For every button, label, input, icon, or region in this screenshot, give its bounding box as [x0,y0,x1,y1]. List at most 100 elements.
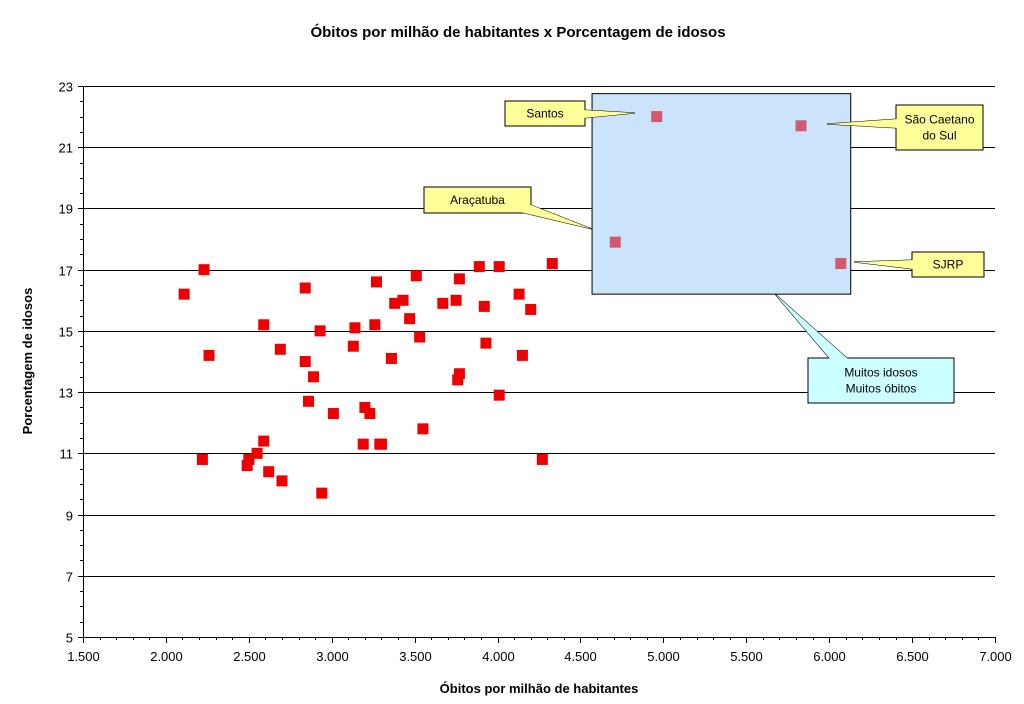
y-tick-label: 5 [66,631,73,646]
data-point [513,288,525,300]
data-point [357,438,369,450]
callout-santos: Santos [504,100,636,127]
y-tick-label: 7 [66,570,73,585]
callout-muitos-pointer-fill [775,294,848,359]
data-point [314,325,326,337]
y-tick-label: 21 [59,141,73,156]
x-tick-label: 3.500 [399,649,432,664]
data-point [375,438,387,450]
callout-muitos: Muitos idosos Muitos óbitos [774,293,955,404]
data-point [347,340,359,352]
x-tick-label: 2.500 [233,649,266,664]
data-point [196,453,208,465]
highlight-region-layer [591,93,852,295]
data-point [243,453,255,465]
data-point [453,273,465,285]
callout-muitos-box [807,357,955,404]
x-tick-label: 6.500 [896,649,929,664]
data-point [516,349,528,361]
data-point [417,423,429,435]
data-point [493,261,505,273]
y-tick-label: 23 [59,80,73,95]
data-point [327,408,339,420]
axes: 5 7 9 11 13 15 17 19 21 23 1.500 2.000 2.500 3.000 3.5… [59,80,1012,665]
data-point [251,447,263,459]
x-tick-label: 4.000 [482,649,515,664]
data-point [480,337,492,349]
data-point [263,466,275,478]
callout-aracatuba-pointer-fill [520,205,592,229]
data-point [316,487,328,499]
callout-sjrp: SJRP [853,251,985,278]
data-point [397,294,409,306]
data-point [536,453,548,465]
data-point [178,288,190,300]
callout-muitos-text: Muitos idosos [844,366,917,380]
data-point [525,303,537,315]
data-point [349,322,361,334]
y-tick-label: 19 [59,202,73,217]
x-tick-label: 6.000 [813,649,846,664]
callout-sao-caetano-box [895,104,984,151]
y-tick-label: 15 [59,325,73,340]
data-point [369,319,381,331]
y-tick-label: 11 [60,447,74,462]
y-tick-label: 17 [59,264,73,279]
data-point [241,460,253,472]
data-point [198,264,210,276]
highlighted-data-point [795,120,807,132]
data-point [299,356,311,367]
data-point [370,276,382,288]
callout-sjrp-text: SJRP [933,258,964,272]
data-point [478,300,490,312]
data-points [178,111,847,499]
x-tick-label: 7.000 [979,649,1012,664]
callout-sao-caetano-text: do Sul [922,129,956,143]
data-point [385,352,397,364]
callout-santos-pointer-fill [584,110,635,118]
data-point [546,258,558,270]
highlighted-data-point [609,236,621,248]
data-point [404,313,416,325]
callout-aracatuba-box [423,186,532,214]
data-point [410,270,422,282]
data-point [307,371,319,383]
data-point [452,374,464,386]
data-point [364,408,376,420]
callout-aracatuba: Araçatuba [423,186,593,230]
data-point [303,395,315,407]
data-point [299,282,311,294]
callout-santos-box [504,100,586,127]
callout-sjrp-box [911,251,985,278]
y-tick-label: 9 [66,509,73,524]
x-tick-label: 2.000 [150,649,183,664]
data-point [473,261,485,273]
y-axis-title: Porcentagem de idosos [20,288,35,435]
callout-sjrp-pointer-fill [854,260,913,269]
callout-aracatuba-text: Araçatuba [450,193,505,207]
callout-sao-caetano-text: São Caetano [904,113,974,127]
callouts: Santos São Caetano do Sul Araçatuba SJRP Muit… [423,100,985,404]
data-point [389,297,401,309]
data-point [359,401,371,413]
callout-santos-text: Santos [526,107,563,121]
data-point [258,319,270,331]
highlighted-data-point [651,111,663,123]
callout-muitos-text: Muitos óbitos [846,382,917,396]
highlighted-data-point [835,258,847,270]
chart-title: Óbitos por milhão de habitantes x Porcen… [310,23,725,41]
data-point [276,475,288,487]
data-point [274,343,286,355]
x-axis-title: Óbitos por milhão de habitantes [440,681,639,696]
data-point [203,349,215,361]
callout-sao-caetano: São Caetano do Sul [826,104,984,151]
x-tick-label: 5.000 [647,649,680,664]
x-tick-label: 1.500 [67,649,100,664]
x-tick-label: 4.500 [564,649,597,664]
data-point [437,297,449,309]
data-point [450,294,462,306]
data-point [493,389,505,401]
x-tick-label: 3.000 [316,649,349,664]
data-point [414,331,426,343]
